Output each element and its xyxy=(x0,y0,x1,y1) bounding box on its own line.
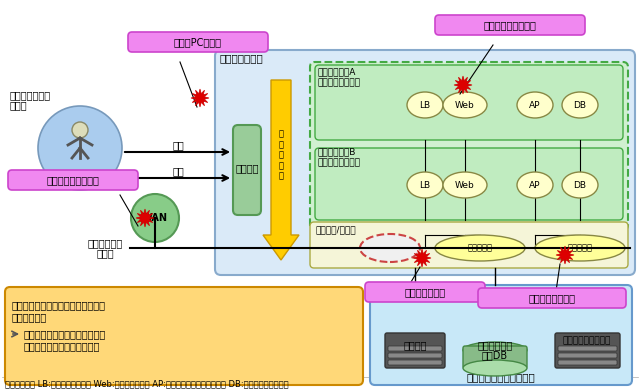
Text: LB: LB xyxy=(419,181,431,190)
Ellipse shape xyxy=(463,360,527,376)
FancyBboxPatch shape xyxy=(215,50,635,275)
Ellipse shape xyxy=(562,92,598,118)
FancyBboxPatch shape xyxy=(365,282,485,302)
Text: サーバ構成情報収集: サーバ構成情報収集 xyxy=(563,337,611,346)
Circle shape xyxy=(72,122,88,138)
FancyBboxPatch shape xyxy=(310,62,628,230)
Text: 【略語凡例】 LB:ロードバランサ　 Web:ウェブサーバ　 AP:アプリケーションサーバ　 DB:データベースサーバ: 【略語凡例】 LB:ロードバランサ Web:ウェブサーバ AP:アプリケーション… xyxy=(5,380,289,389)
FancyBboxPatch shape xyxy=(310,222,628,268)
Text: Web: Web xyxy=(455,181,475,190)
FancyBboxPatch shape xyxy=(388,346,442,351)
FancyBboxPatch shape xyxy=(555,333,620,368)
Text: 責
任
分
解
点: 責 任 分 解 点 xyxy=(278,130,284,180)
Text: 中継キャリア: 中継キャリア xyxy=(88,238,123,248)
Ellipse shape xyxy=(463,342,527,358)
Text: 利用者: 利用者 xyxy=(10,100,28,110)
Ellipse shape xyxy=(435,235,525,261)
Polygon shape xyxy=(263,80,299,260)
Text: 仮想システム: 仮想システム xyxy=(477,340,513,350)
Ellipse shape xyxy=(360,234,420,262)
Text: WAN: WAN xyxy=(142,213,168,223)
Text: Web: Web xyxy=(455,100,475,109)
Polygon shape xyxy=(556,246,574,264)
Text: DB: DB xyxy=(573,100,586,109)
Ellipse shape xyxy=(443,172,487,198)
Text: AP: AP xyxy=(529,181,541,190)
Text: モニタ、分析: モニタ、分析 xyxy=(12,312,47,322)
FancyBboxPatch shape xyxy=(478,288,626,308)
FancyBboxPatch shape xyxy=(388,360,442,365)
FancyBboxPatch shape xyxy=(233,125,261,215)
Ellipse shape xyxy=(407,92,443,118)
Ellipse shape xyxy=(517,172,553,198)
FancyBboxPatch shape xyxy=(558,346,617,351)
Polygon shape xyxy=(413,249,431,267)
Ellipse shape xyxy=(407,172,443,198)
Text: LB: LB xyxy=(419,100,431,109)
Text: （利用者管理物）: （利用者管理物） xyxy=(318,79,361,88)
Text: DB: DB xyxy=(573,181,586,190)
FancyBboxPatch shape xyxy=(385,333,445,368)
FancyBboxPatch shape xyxy=(315,65,623,140)
Text: をサービス視点で実現可能。: をサービス視点で実現可能。 xyxy=(24,341,100,351)
FancyBboxPatch shape xyxy=(370,285,632,385)
FancyBboxPatch shape xyxy=(463,346,527,368)
Text: 仮想化基盤: 仮想化基盤 xyxy=(467,244,493,253)
Text: データセンター: データセンター xyxy=(220,53,264,63)
Text: AP: AP xyxy=(529,100,541,109)
Text: 事業者: 事業者 xyxy=(96,248,114,258)
Text: 通信設備を含む問題の切り分け: 通信設備を含む問題の切り分け xyxy=(24,329,106,339)
Polygon shape xyxy=(454,76,472,94)
FancyBboxPatch shape xyxy=(128,32,268,52)
Circle shape xyxy=(131,194,179,242)
FancyBboxPatch shape xyxy=(558,360,617,365)
Polygon shape xyxy=(191,89,209,107)
Ellipse shape xyxy=(443,92,487,118)
Text: データセンター: データセンター xyxy=(10,90,51,100)
Text: 故障検知: 故障検知 xyxy=(403,340,427,350)
FancyBboxPatch shape xyxy=(8,170,138,190)
Text: 利用: 利用 xyxy=(172,140,184,150)
Text: サービス可視化システム: サービス可視化システム xyxy=(467,372,536,382)
Ellipse shape xyxy=(535,235,625,261)
Text: サービス供給の状況を入リロ付近で: サービス供給の状況を入リロ付近で xyxy=(12,300,106,310)
Text: 提供設備の問題: 提供設備の問題 xyxy=(404,287,445,297)
Text: 仮想システムA: 仮想システムA xyxy=(318,68,356,77)
Text: 中継キャリアの問題: 中継キャリアの問題 xyxy=(47,175,99,185)
Text: 構成DB: 構成DB xyxy=(482,350,508,360)
Polygon shape xyxy=(136,209,154,227)
Text: 仮想システムの問題: 仮想システムの問題 xyxy=(484,20,536,30)
Text: 仮想システムB: 仮想システムB xyxy=(318,147,356,156)
FancyBboxPatch shape xyxy=(388,353,442,358)
FancyBboxPatch shape xyxy=(435,15,585,35)
Text: 利用: 利用 xyxy=(172,166,184,176)
Circle shape xyxy=(38,106,122,190)
Ellipse shape xyxy=(562,172,598,198)
Text: 仮想化環境の問題: 仮想化環境の問題 xyxy=(529,293,575,303)
Text: サービス: サービス xyxy=(236,163,259,173)
FancyBboxPatch shape xyxy=(558,353,617,358)
FancyBboxPatch shape xyxy=(315,148,623,220)
Text: スイッチ/タップ: スイッチ/タップ xyxy=(315,226,356,235)
Text: 仮想化基盤: 仮想化基盤 xyxy=(568,244,593,253)
Text: （利用者管理物）: （利用者管理物） xyxy=(318,158,361,167)
FancyBboxPatch shape xyxy=(5,287,363,385)
Text: 利用者PCの問題: 利用者PCの問題 xyxy=(174,37,222,47)
Ellipse shape xyxy=(517,92,553,118)
